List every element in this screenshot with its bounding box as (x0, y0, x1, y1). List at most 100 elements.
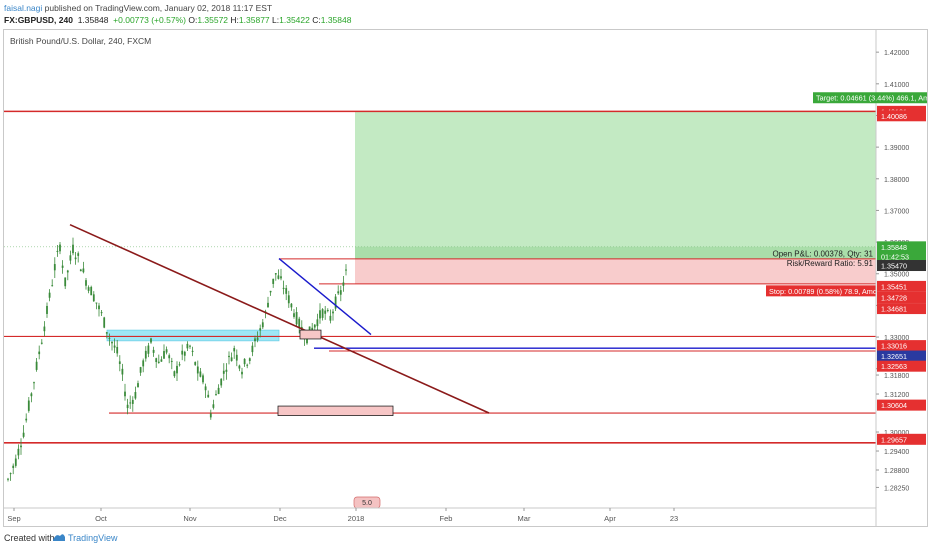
candle-body (189, 345, 191, 347)
candle-body (163, 351, 165, 359)
low-label: L: (272, 15, 280, 25)
y-tick-label: 1.39000 (884, 145, 909, 152)
candle-body (324, 310, 327, 314)
candle-body (238, 365, 241, 369)
chart-title: British Pound/U.S. Dollar, 240, FXCM (10, 36, 151, 46)
candle-body (118, 361, 121, 364)
candle-body (124, 391, 126, 397)
x-tick-label: Apr (604, 514, 616, 523)
candle-body (345, 269, 347, 271)
y-tick-label: 1.30000 (884, 430, 909, 437)
close-label: C: (312, 15, 321, 25)
candle-body (337, 291, 340, 294)
y-tick-label: 1.41000 (884, 82, 909, 89)
y-tick-label: 1.31200 (884, 392, 909, 399)
candle-body (87, 287, 90, 291)
footer: Created with TradingView (0, 527, 932, 550)
bottom-box (277, 405, 394, 416)
candle-body (66, 270, 69, 273)
last-price: 1.35848 (77, 15, 109, 25)
candle-body (152, 349, 155, 353)
candle-body (235, 354, 238, 361)
candle-body (173, 371, 176, 377)
candle-body (33, 382, 35, 384)
candle-body (131, 399, 134, 404)
price-label: 1.30604 (881, 401, 907, 410)
candle-body (72, 244, 74, 254)
y-tick-label: 1.31800 (884, 373, 909, 380)
candle-body (220, 378, 223, 386)
candle-body (334, 296, 337, 309)
candle-body (103, 317, 106, 328)
price-label: 1.32563 (881, 362, 907, 371)
x-tick-label: 23 (670, 514, 678, 523)
candle-body (233, 348, 236, 352)
candle-body (230, 357, 233, 362)
candle-body (43, 326, 46, 332)
candle-body (251, 345, 254, 353)
candle-body (241, 371, 243, 375)
horizontal-levels (4, 110, 876, 444)
x-tick-label: Oct (95, 514, 108, 523)
y-tick-label: 1.28800 (884, 468, 909, 475)
y-tick-label: 1.29400 (884, 449, 909, 456)
price-axis[interactable]: 1.420001.410001.400001.390001.380001.370… (813, 30, 927, 526)
candle-body (287, 295, 290, 304)
candle-body (222, 370, 225, 374)
candle-body (181, 350, 184, 355)
candle-body (51, 285, 54, 287)
x-tick-label: Dec (273, 514, 287, 523)
candle-body (319, 310, 321, 319)
tradingview-brand[interactable]: TradingView (68, 533, 118, 543)
candle-body (27, 400, 30, 411)
x-tick-label: Feb (440, 514, 453, 523)
price-label-bg (877, 110, 926, 122)
candle-body (35, 361, 38, 370)
candle-body (137, 383, 139, 388)
price-label-bg (877, 303, 926, 315)
candle-body (48, 292, 51, 298)
candle-body (254, 338, 256, 342)
candle-body (194, 362, 197, 365)
high-label: H: (230, 15, 239, 25)
candle-body (85, 280, 87, 286)
candle-body (207, 394, 210, 398)
symbol-label: FX:GBPUSD, 240 (4, 15, 73, 25)
candle-body (64, 277, 67, 287)
position-zones (106, 111, 876, 342)
candle-body (199, 371, 202, 377)
candle-body (105, 332, 108, 334)
candle-body (160, 359, 163, 362)
price-change: +0.00773 (+0.57%) (113, 15, 186, 25)
chart-frame[interactable]: Open P&L: 0.00378, Qty: 31 Risk/Reward Ra… (3, 29, 928, 527)
event-label: 5.0 (362, 500, 372, 507)
candle-body (17, 448, 20, 456)
candle-body (56, 250, 59, 252)
target-label: Target: 0.04661 (3.44%) 466.1, Amou (816, 94, 927, 103)
candle-body (290, 303, 293, 308)
price-label-bg (877, 291, 926, 303)
candle-body (298, 318, 301, 328)
candle-body (100, 312, 103, 314)
candle-body (209, 413, 212, 418)
candle-body (243, 358, 246, 365)
candle-body (108, 337, 111, 339)
candle-body (342, 282, 345, 286)
candle-body (38, 351, 41, 355)
candle-body (326, 310, 329, 312)
candles (7, 237, 347, 482)
time-axis[interactable]: Sep Oct Nov Dec 2018 Feb Mar Apr 23 (4, 507, 876, 523)
candle-body (316, 319, 319, 327)
author-link[interactable]: faisal.nagi (4, 3, 43, 13)
price-label: 1.33016 (881, 342, 907, 351)
ohlc-line: FX:GBPUSD, 240 1.35848 +0.00773 (+0.57%)… (4, 14, 351, 26)
x-tick-label: Mar (518, 514, 531, 523)
pnl-label: Open P&L: 0.00378, Qty: 31 (772, 250, 873, 259)
candle-body (228, 355, 230, 358)
candle-body (116, 346, 119, 354)
candle-body (30, 393, 33, 397)
price-label: 1.35451 (881, 282, 907, 291)
candle-body (225, 369, 228, 372)
target-label-bg (813, 92, 927, 104)
